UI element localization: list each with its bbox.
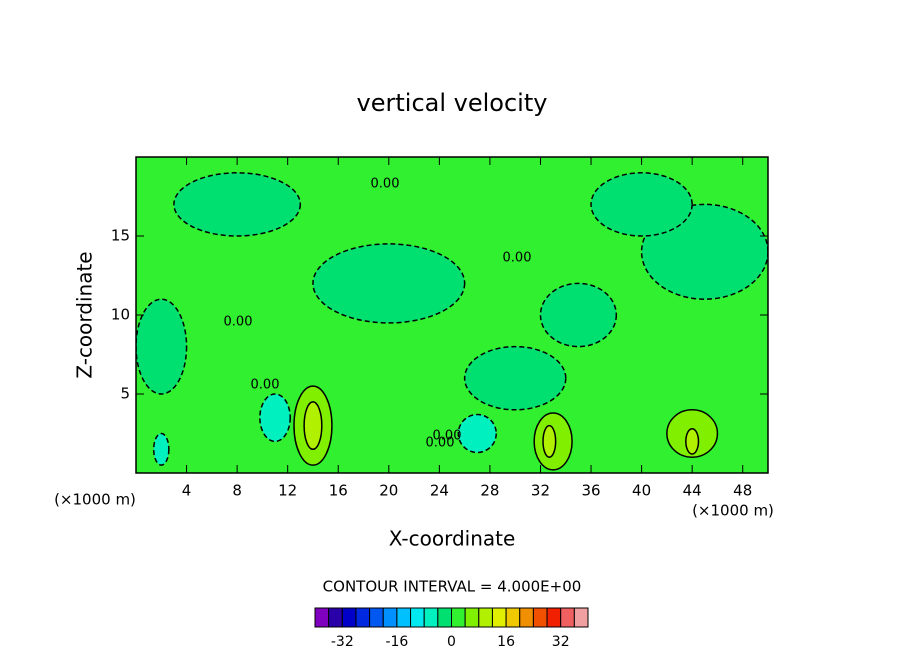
contour-interval: CONTOUR INTERVAL = 4.000E+00: [323, 578, 582, 596]
contour-region: [539, 282, 618, 348]
contour-region: [685, 428, 700, 455]
colorbar-tick-label: -32: [331, 634, 354, 650]
x-tick-label: 36: [581, 482, 600, 500]
colorbar-box: [451, 607, 466, 628]
colorbar-box: [491, 607, 507, 628]
colorbar-box: [382, 607, 398, 628]
colorbar-box: [546, 607, 562, 628]
x-tick-label: 8: [232, 482, 242, 500]
x-tick-label: 28: [480, 482, 499, 500]
colorbar-box: [341, 607, 357, 628]
colorbar-box: [478, 607, 493, 628]
contour-label: 0.00: [433, 429, 462, 444]
x-tick-label: 40: [632, 482, 651, 500]
contour-label: 0.00: [503, 251, 532, 266]
colorbar-box: [396, 607, 412, 628]
chart-title: vertical velocity: [357, 89, 548, 117]
x-unit-label: (×1000 m): [692, 502, 774, 520]
colorbar-box: [314, 607, 330, 628]
y-tick-label: 10: [111, 306, 130, 324]
colorbar-box: [328, 607, 343, 628]
contour-label: 0.00: [371, 177, 400, 192]
contour-field: [136, 157, 768, 473]
x-tick-label: 20: [379, 482, 398, 500]
colorbar-box: [560, 607, 575, 628]
colorbar-tick-label: -16: [385, 634, 408, 650]
contour-region: [136, 298, 188, 395]
colorbar-box: [369, 607, 384, 628]
colorbar-tick-label: 0: [447, 634, 456, 650]
contour-label: 0.00: [426, 436, 455, 451]
contour-label: 0.00: [224, 315, 253, 330]
colorbar-tick-label: 16: [497, 634, 515, 650]
x-axis-label: X-coordinate: [389, 527, 516, 551]
colorbar-box: [464, 607, 480, 628]
contour-region: [590, 172, 693, 237]
x-tick-label: 16: [329, 482, 348, 500]
colorbar-box: [519, 607, 534, 628]
y-tick-label: 15: [111, 227, 130, 245]
colorbar-box: [573, 607, 589, 628]
colorbar-box: [505, 607, 521, 628]
contour-label: 0.00: [251, 378, 280, 393]
x-tick-label: 44: [683, 482, 702, 500]
y-axis-label: Z-coordinate: [73, 251, 97, 378]
x-tick-label: 24: [430, 482, 449, 500]
y-tick-label: 5: [120, 385, 130, 403]
x-tick-label: 48: [733, 482, 752, 500]
contour-region: [542, 424, 557, 458]
x-tick-label: 32: [531, 482, 550, 500]
contour-region: [259, 393, 291, 443]
colorbar-box: [355, 607, 371, 628]
colorbar-box: [437, 607, 453, 628]
x-unit-label: (×1000 m): [54, 491, 136, 509]
colorbar-box: [423, 607, 439, 628]
contour-region: [152, 432, 170, 466]
colorbar-box: [410, 607, 425, 628]
contour-region: [312, 243, 466, 324]
colorbar-box: [532, 607, 548, 628]
contour-region: [457, 413, 497, 454]
x-tick-label: 12: [278, 482, 297, 500]
x-tick-label: 4: [182, 482, 192, 500]
contour-region: [463, 345, 567, 411]
colorbar-tick-label: 32: [552, 634, 570, 650]
contour-region: [303, 401, 323, 451]
contour-region: [173, 172, 302, 237]
